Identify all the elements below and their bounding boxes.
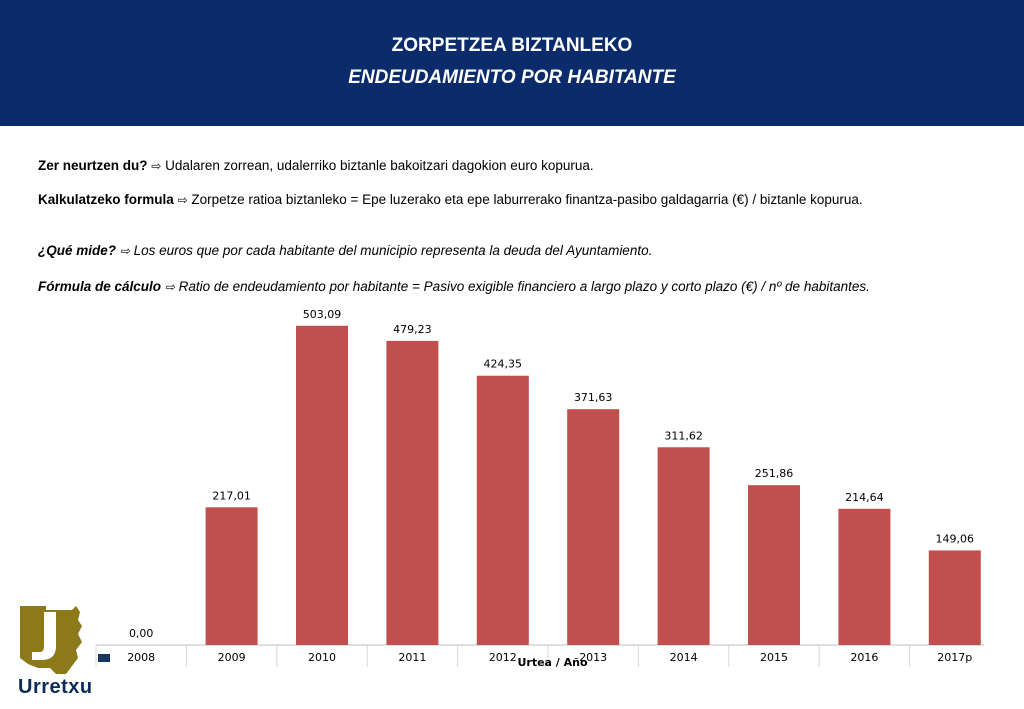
data-label: 251,86 <box>755 467 794 480</box>
measure-spanish-label: ¿Qué mide? <box>38 243 117 258</box>
bar <box>476 375 529 645</box>
bar <box>838 508 891 645</box>
header-banner: ZORPETZEA BIZTANLEKO ENDEUDAMIENTO POR H… <box>0 0 1024 126</box>
data-label: 371,63 <box>574 391 613 404</box>
bar-chart: 0,00 2008 217,01 2009 503,09 2010 479,23 2011 42… <box>95 308 984 669</box>
formula-basque-text: Zorpetze ratioa biztanleko = Epe luzerak… <box>191 192 863 207</box>
formula-spanish: Fórmula de cálculo ⇨ Ratio de endeudamie… <box>38 278 998 296</box>
formula-spanish-text: Ratio de endeudamiento por habitante = P… <box>178 279 870 294</box>
x-tick-label: 2011 <box>398 651 426 664</box>
data-label: 0,00 <box>129 627 154 640</box>
bar <box>748 485 800 645</box>
x-tick-label: 2014 <box>670 651 698 664</box>
data-label: 479,23 <box>393 323 432 336</box>
measure-basque: Zer neurtzen du? ⇨ Udalaren zorrean, uda… <box>38 157 998 175</box>
data-label: 214,64 <box>845 491 884 504</box>
data-label: 503,09 <box>303 308 342 321</box>
measure-basque-text: Udalaren zorrean, udalerriko biztanle ba… <box>165 158 594 173</box>
measure-spanish-text: Los euros que por cada habitante del mun… <box>133 243 653 258</box>
arrow-right-icon: ⇨ <box>164 280 175 294</box>
x-tick-label: 2015 <box>760 651 788 664</box>
x-axis-title: Urtea / Año <box>517 656 588 669</box>
data-label: 217,01 <box>212 489 251 502</box>
title-basque: ZORPETZEA BIZTANLEKO <box>391 35 633 56</box>
measure-spanish: ¿Qué mide? ⇨ Los euros que por cada habi… <box>38 242 998 260</box>
bar <box>205 507 258 645</box>
arrow-right-icon: ⇨ <box>151 159 162 173</box>
formula-basque-label: Kalkulatzeko formula <box>38 192 174 207</box>
arrow-right-icon: ⇨ <box>177 193 188 207</box>
data-label: 311,62 <box>664 429 703 442</box>
formula-spanish-label: Fórmula de cálculo <box>38 279 162 294</box>
bar <box>567 409 620 645</box>
title-spanish: ENDEUDAMIENTO POR HABITANTE <box>348 67 676 88</box>
logo-text: Urretxu <box>18 676 93 698</box>
data-label: 149,06 <box>936 532 975 545</box>
x-tick-label: 2010 <box>308 651 336 664</box>
bar <box>657 447 710 645</box>
bar <box>296 325 348 645</box>
x-tick-label: 2008 <box>127 651 155 664</box>
bar <box>386 340 439 645</box>
legend-marker <box>98 654 110 662</box>
x-tick-label: 2012 <box>489 651 517 664</box>
x-tick-label: 2013 <box>579 651 607 664</box>
x-tick-label: 2016 <box>850 651 878 664</box>
x-tick-label: 2009 <box>218 651 246 664</box>
arrow-right-icon: ⇨ <box>119 244 130 258</box>
data-label: 424,35 <box>484 358 523 371</box>
formula-basque: Kalkulatzeko formula ⇨ Zorpetze ratioa b… <box>38 191 998 209</box>
bar <box>928 550 981 645</box>
x-tick-label: 2017p <box>937 651 972 664</box>
logo-letter-j <box>32 612 56 660</box>
urretxu-logo-icon <box>20 606 82 674</box>
measure-basque-label: Zer neurtzen du? <box>38 158 148 173</box>
